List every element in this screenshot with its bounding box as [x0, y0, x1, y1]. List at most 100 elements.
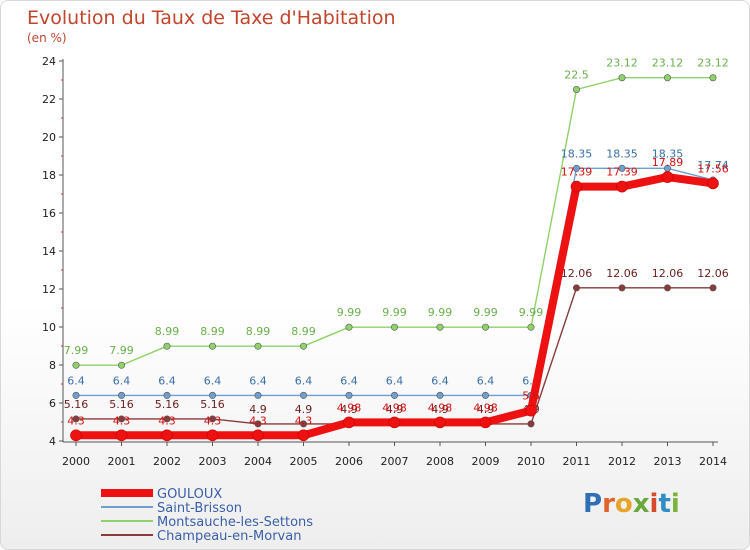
data-point-gouloux [616, 180, 628, 193]
legend-label-champeau-en-morvan: Champeau-en-Morvan [157, 529, 301, 544]
data-label-saint-brisson: 6.4 [340, 374, 358, 387]
data-label-champeau-en-morvan: 4.9 [295, 403, 313, 416]
data-label-gouloux: 17.39 [606, 166, 638, 179]
data-point-gouloux [115, 429, 128, 442]
data-label-gouloux: 4.98 [337, 401, 362, 414]
data-label-saint-brisson: 6.4 [295, 374, 313, 387]
data-label-champeau-en-morvan: 5.16 [109, 398, 134, 411]
x-tick-label: 2014 [699, 455, 727, 468]
data-point-gouloux [707, 177, 719, 190]
data-label-saint-brisson: 6.4 [386, 374, 404, 387]
data-point-gouloux [252, 429, 264, 442]
y-tick-label: 14 [42, 245, 56, 258]
data-point-gouloux [206, 429, 219, 442]
x-tick-label: 2003 [199, 455, 227, 468]
data-point-champeau-en-morvan [618, 284, 626, 292]
y-tick-label: 18 [42, 169, 56, 182]
data-label-champeau-en-morvan: 12.06 [606, 267, 638, 280]
data-label-gouloux: 4.3 [204, 414, 222, 427]
data-label-gouloux: 4.3 [158, 414, 176, 427]
data-label-montsauche-les-settons: 22.5 [564, 69, 589, 82]
data-point-montsauche-les-settons [163, 342, 171, 350]
unit-label: (en %) [27, 31, 67, 45]
data-label-saint-brisson: 18.35 [652, 147, 684, 160]
data-label-saint-brisson: 6.4 [204, 374, 222, 387]
data-point-montsauche-les-settons [209, 342, 217, 350]
data-label-champeau-en-morvan: 5.16 [200, 398, 225, 411]
data-point-gouloux [388, 416, 401, 429]
x-tick-label: 2007 [381, 455, 409, 468]
data-label-gouloux: 17.89 [652, 156, 684, 169]
data-point-gouloux [525, 404, 537, 417]
data-point-saint-brisson [163, 391, 171, 399]
legend-label-gouloux: GOULOUX [157, 487, 222, 502]
data-label-montsauche-les-settons: 9.99 [382, 306, 407, 319]
x-tick-label: 2012 [608, 455, 636, 468]
data-label-montsauche-les-settons: 8.99 [200, 325, 225, 338]
data-label-gouloux: 5.6 [522, 390, 540, 403]
data-point-montsauche-les-settons [709, 74, 717, 82]
x-tick-label: 2000 [62, 455, 90, 468]
x-tick-label: 2009 [472, 455, 500, 468]
data-label-champeau-en-morvan: 12.06 [652, 267, 684, 280]
data-point-gouloux [570, 180, 583, 193]
data-point-champeau-en-morvan [72, 415, 80, 423]
data-point-montsauche-les-settons [527, 323, 535, 331]
x-tick-label: 2004 [244, 455, 272, 468]
data-point-montsauche-les-settons [663, 74, 671, 82]
data-point-montsauche-les-settons [572, 86, 580, 94]
data-label-montsauche-les-settons: 23.12 [697, 57, 729, 70]
y-tick-label: 4 [49, 435, 56, 448]
data-point-champeau-en-morvan [163, 415, 171, 423]
data-point-montsauche-les-settons [436, 323, 444, 331]
data-label-montsauche-les-settons: 9.99 [337, 306, 362, 319]
chart-title: Evolution du Taux de Taxe d'Habitation [27, 7, 396, 29]
data-point-saint-brisson [618, 164, 626, 172]
data-label-saint-brisson: 6.4 [158, 374, 176, 387]
data-point-champeau-en-morvan [254, 420, 262, 428]
data-label-saint-brisson: 18.35 [561, 147, 593, 160]
y-tick-label: 24 [42, 55, 56, 68]
series-line-saint-brisson [75, 167, 714, 397]
x-tick-label: 2010 [517, 455, 545, 468]
data-label-montsauche-les-settons: 8.99 [155, 325, 180, 338]
legend-label-montsauche-les-settons: Montsauche-les-Settons [157, 515, 313, 530]
legend-label-saint-brisson: Saint-Brisson [157, 501, 242, 516]
data-label-gouloux: 4.3 [295, 414, 313, 427]
data-point-gouloux [297, 429, 310, 442]
x-tick-label: 2011 [563, 455, 591, 468]
data-label-saint-brisson: 17.74 [697, 159, 729, 172]
data-point-montsauche-les-settons [254, 342, 262, 350]
data-point-gouloux [343, 416, 355, 429]
data-label-montsauche-les-settons: 8.99 [246, 325, 271, 338]
data-point-montsauche-les-settons [118, 361, 126, 369]
x-tick-label: 2001 [108, 455, 136, 468]
data-point-montsauche-les-settons [72, 361, 80, 369]
data-point-gouloux [161, 429, 173, 442]
x-tick-label: 2008 [426, 455, 454, 468]
data-label-champeau-en-morvan: 12.06 [561, 267, 593, 280]
data-point-gouloux [479, 416, 492, 429]
data-point-saint-brisson [481, 391, 489, 399]
data-label-champeau-en-morvan: 12.06 [697, 267, 729, 280]
data-label-champeau-en-morvan: 5.16 [155, 398, 180, 411]
data-label-gouloux: 17.39 [561, 166, 593, 179]
data-label-saint-brisson: 18.35 [606, 147, 638, 160]
data-point-champeau-en-morvan [572, 284, 580, 292]
y-tick-label: 6 [49, 397, 56, 410]
proxiti-logo: Proxiti [583, 489, 680, 519]
y-tick-label: 22 [42, 93, 56, 106]
data-point-saint-brisson [209, 391, 217, 399]
data-point-saint-brisson [390, 391, 398, 399]
data-point-montsauche-les-settons [618, 74, 626, 82]
data-point-saint-brisson [118, 391, 126, 399]
data-label-champeau-en-morvan: 4.9 [249, 403, 267, 416]
data-point-champeau-en-morvan [663, 284, 671, 292]
data-label-montsauche-les-settons: 23.12 [652, 57, 684, 70]
data-label-gouloux: 4.98 [428, 401, 453, 414]
data-label-champeau-en-morvan: 5.16 [64, 398, 89, 411]
data-point-champeau-en-morvan [299, 420, 307, 428]
data-label-gouloux: 4.98 [473, 401, 498, 414]
data-label-gouloux: 4.3 [113, 414, 131, 427]
